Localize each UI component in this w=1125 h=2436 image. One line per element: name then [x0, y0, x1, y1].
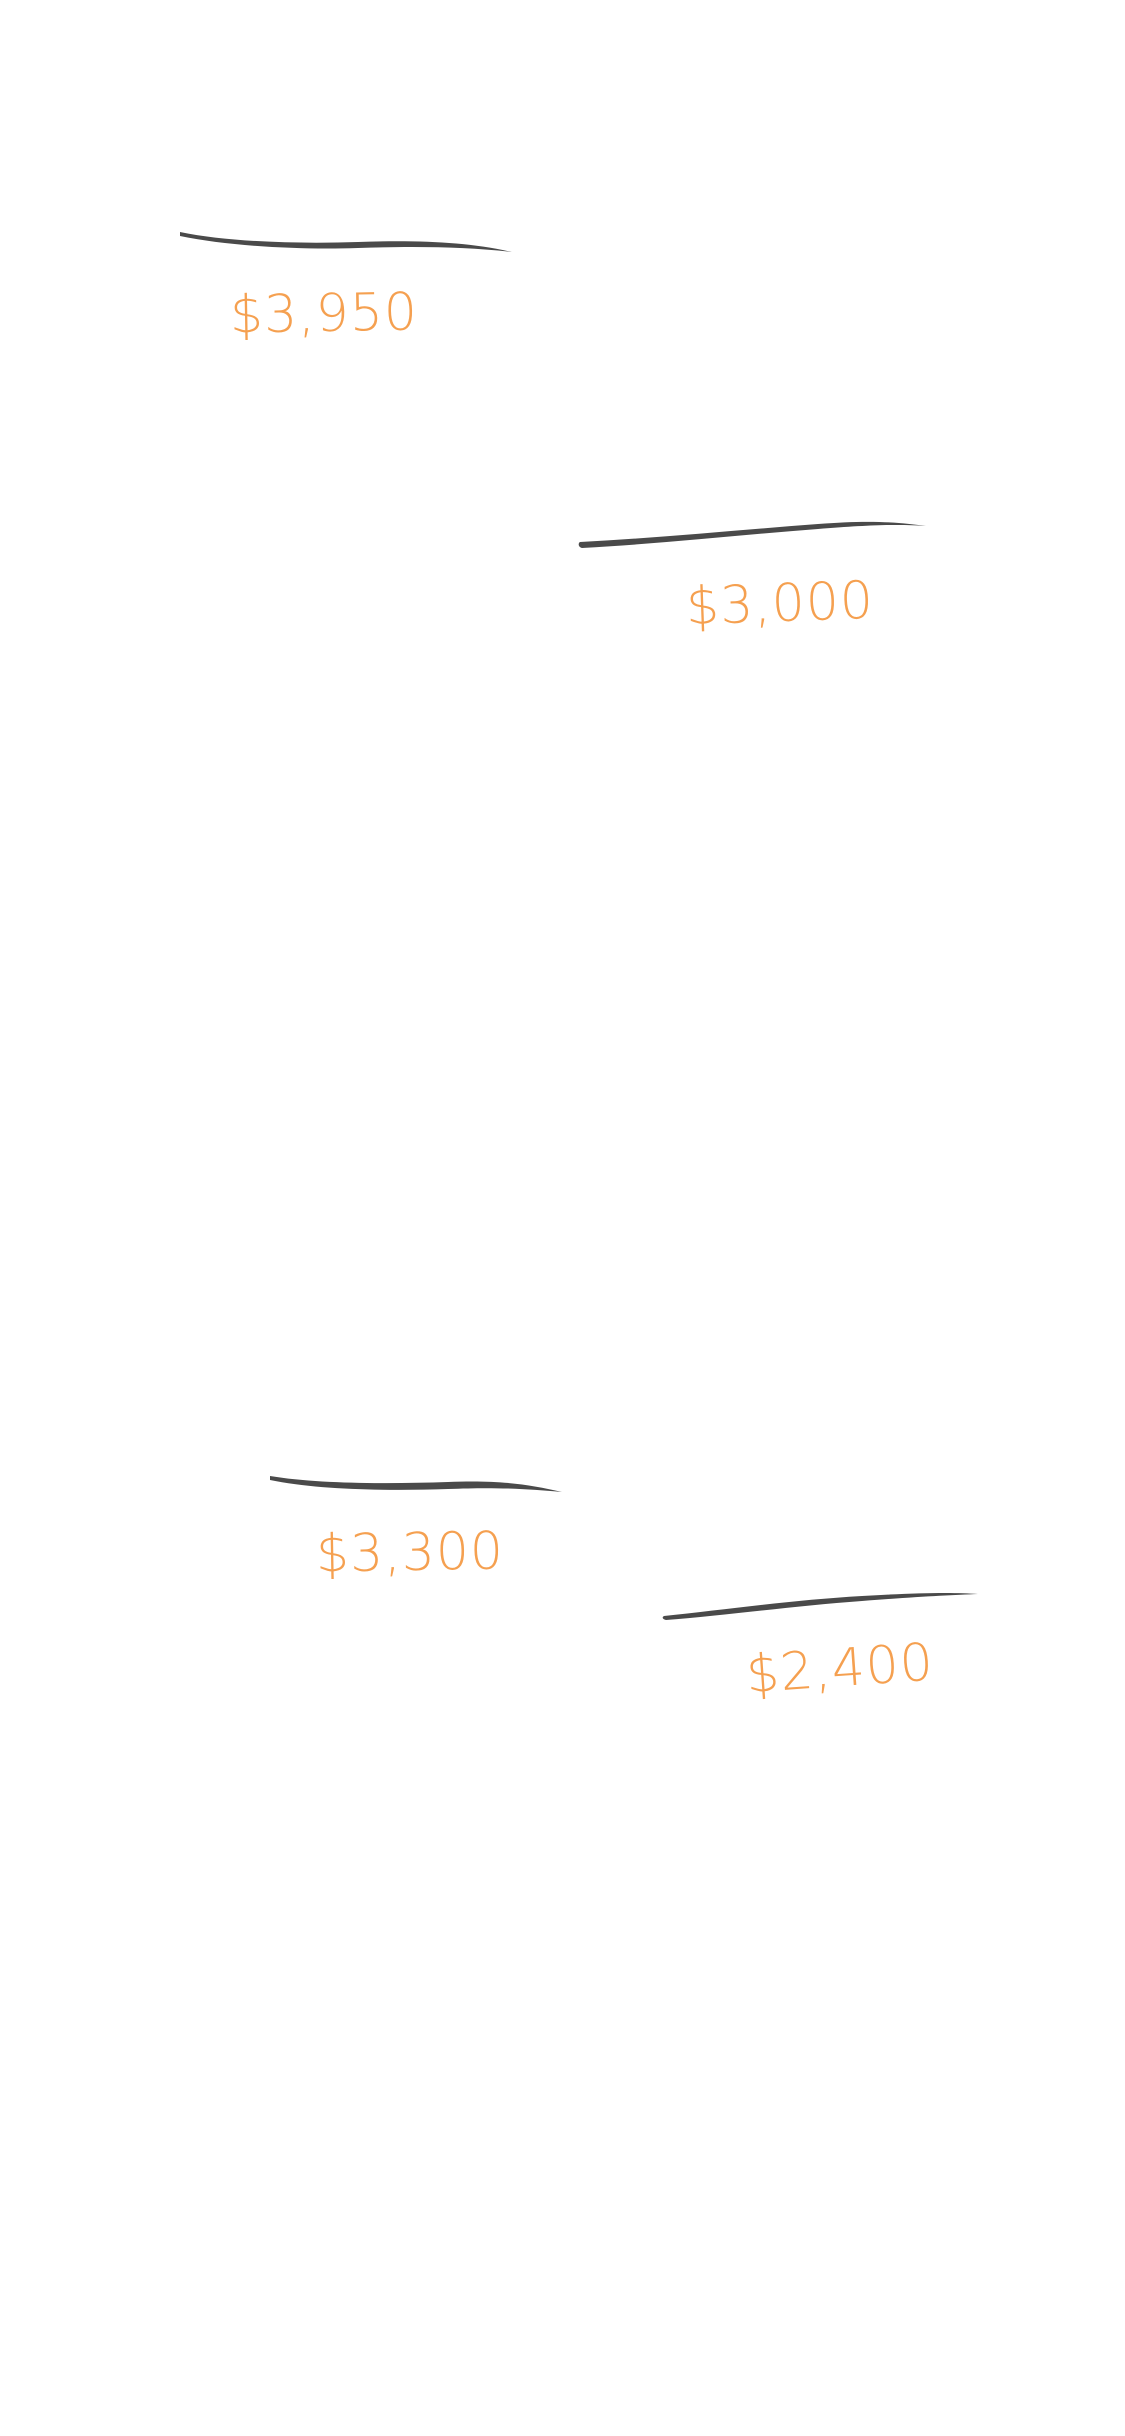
underline-stroke	[662, 1592, 978, 1620]
underline-stroke	[578, 521, 926, 548]
price-label: $3,300	[315, 1521, 505, 1585]
price-label: $3,950	[229, 282, 419, 346]
underline-stroke	[270, 1476, 562, 1492]
price-label: $3,000	[685, 570, 875, 638]
underline-stroke	[180, 232, 512, 252]
price-label: $2,400	[744, 1632, 936, 1706]
